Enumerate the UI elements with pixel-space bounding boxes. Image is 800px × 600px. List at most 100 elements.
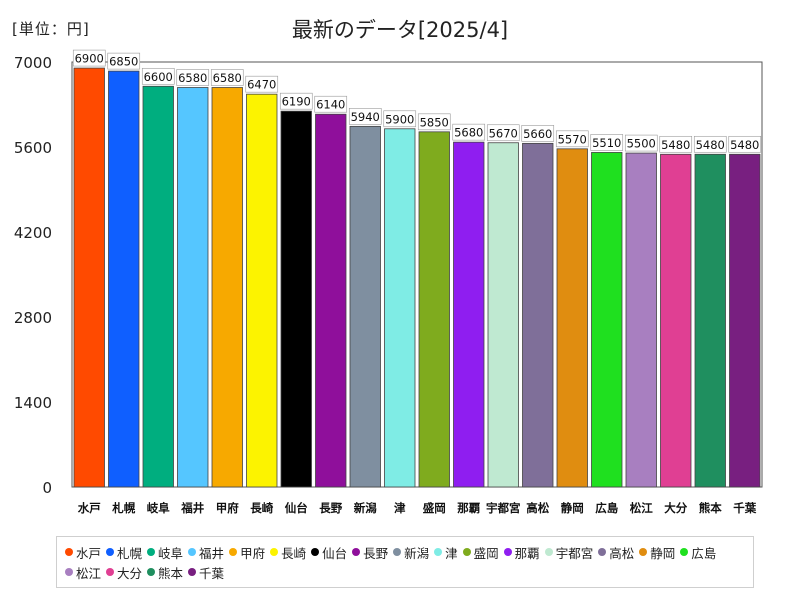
legend-item: 福井 (188, 542, 224, 562)
legend-label: 大分 (117, 565, 143, 581)
data-label: 6470 (247, 78, 276, 92)
data-label-box (107, 52, 141, 70)
data-label: 6580 (213, 71, 242, 85)
legend-item: 仙台 (311, 542, 347, 562)
x-tick-label: 千葉 (733, 501, 756, 515)
legend-label: 長崎 (281, 545, 307, 561)
data-label-box (314, 95, 348, 113)
x-tick-label: 那覇 (457, 501, 480, 515)
legend-marker (270, 548, 279, 556)
y-tick-label: 4200 (14, 224, 52, 242)
y-tick-label: 1400 (14, 394, 52, 412)
legend-marker (598, 548, 607, 556)
legend-marker (352, 548, 361, 556)
data-label: 5500 (627, 137, 656, 151)
unit-label: [単位：円] (12, 20, 90, 38)
legend-marker (639, 548, 648, 556)
bar-大分 (660, 153, 692, 488)
data-label-box (279, 92, 313, 110)
x-tick-label: 高松 (526, 501, 549, 515)
data-label: 5940 (351, 110, 380, 124)
legend-item: 盛岡 (462, 542, 499, 562)
legend-item: 松江 (65, 562, 101, 582)
data-label: 5900 (385, 112, 414, 126)
data-label-box (452, 123, 486, 141)
legend-label: 仙台 (322, 545, 348, 561)
legend-label: 津 (445, 545, 458, 561)
legend-marker (503, 548, 512, 556)
bar-熊本 (694, 153, 726, 488)
bar-福井 (177, 87, 209, 488)
legend-label: 岐阜 (158, 545, 184, 561)
legend-label: 福井 (199, 545, 225, 561)
data-label-box (383, 110, 417, 128)
bar-高松 (522, 142, 554, 488)
bar-甲府 (211, 87, 243, 488)
legend-label: 高松 (609, 545, 635, 561)
bar-札幌 (108, 70, 140, 488)
x-tick-label: 松江 (630, 501, 653, 515)
legend-marker (106, 568, 115, 576)
data-label: 6190 (282, 95, 311, 109)
x-tick-label: 岐阜 (147, 501, 170, 515)
x-tick-label: 水戸 (78, 501, 101, 515)
legend-label: 水戸 (76, 545, 102, 561)
data-label-box (555, 130, 589, 148)
legend-item: 新潟 (393, 542, 429, 562)
data-label: 5850 (420, 115, 449, 129)
data-label-box (72, 49, 106, 67)
data-label-box (176, 69, 210, 86)
y-tick-label: 2800 (14, 309, 52, 327)
x-tick-label: 甲府 (216, 501, 239, 515)
bar-長野 (315, 113, 347, 488)
x-tick-label: 大分 (664, 501, 687, 515)
legend-label: 札幌 (117, 545, 143, 561)
legend-label: 長野 (363, 545, 389, 561)
bar-岐阜 (142, 85, 174, 488)
data-label: 5680 (454, 126, 483, 140)
x-tick-label: 熊本 (699, 501, 722, 515)
legend-item: 宇都宮 (544, 542, 593, 562)
bar-新潟 (349, 125, 381, 488)
legend-marker (147, 548, 156, 556)
data-label: 6140 (316, 98, 345, 112)
x-tick-label: 盛岡 (423, 501, 446, 515)
legend-item: 熊本 (147, 562, 183, 582)
x-tick-label: 長崎 (250, 501, 273, 515)
legend-marker (462, 548, 471, 556)
legend-item: 水戸 (65, 542, 101, 562)
x-tick-label: 仙台 (285, 501, 308, 515)
legend-label: 千葉 (199, 565, 225, 581)
data-label: 6580 (178, 71, 207, 85)
bar-長崎 (246, 93, 278, 488)
legend-marker (311, 548, 320, 556)
bar-水戸 (73, 67, 105, 488)
data-label: 5510 (592, 136, 621, 150)
legend-item: 千葉 (188, 562, 224, 582)
x-tick-label: 福井 (180, 501, 204, 515)
data-label: 6600 (144, 70, 173, 84)
data-label: 5660 (523, 127, 552, 141)
legend-item: 甲府 (229, 542, 265, 562)
bar-静岡 (556, 148, 588, 488)
data-label-box (521, 125, 555, 142)
data-label: 5480 (661, 138, 690, 152)
legend-label: 静岡 (650, 545, 676, 561)
data-label-box (728, 135, 762, 153)
data-label-box (348, 108, 382, 125)
data-label: 6900 (75, 52, 104, 66)
legend-marker (188, 568, 197, 576)
legend-marker (229, 548, 238, 556)
bar-仙台 (280, 110, 312, 488)
data-label-box (486, 124, 520, 142)
y-tick-label: 5600 (14, 139, 52, 157)
bar-那覇 (453, 141, 485, 488)
legend-item: 高松 (598, 542, 634, 562)
x-tick-label: 札幌 (111, 501, 135, 515)
legend-marker (106, 548, 115, 556)
legend-item: 札幌 (106, 542, 142, 562)
data-label-box (693, 135, 727, 153)
legend-item: 長野 (352, 542, 388, 562)
data-label-box (245, 75, 279, 93)
